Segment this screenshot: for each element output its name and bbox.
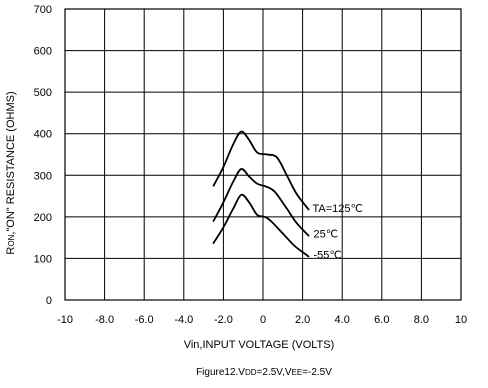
series-label-1: 25℃: [313, 229, 338, 241]
y-axis-title: RON,"ON" RESISTANCE (OHMS): [5, 91, 17, 254]
y-tick-label: 600: [34, 46, 52, 58]
series-annotations: TA=125℃ 25℃ -55℃: [313, 203, 363, 262]
x-tick-label: 8.0: [414, 314, 429, 326]
y-tick-label: 300: [34, 170, 52, 182]
x-tick-label: 2.0: [295, 314, 310, 326]
x-tick-label: 0: [260, 314, 266, 326]
series-line-2: [212, 193, 310, 258]
y-tick-label: 0: [46, 295, 52, 307]
y-tick-label: 700: [34, 4, 52, 16]
x-axis-title: Vin,INPUT VOLTAGE (VOLTS): [184, 339, 335, 351]
x-tick-label: -10: [57, 314, 73, 326]
y-tick-label: 500: [34, 87, 52, 99]
plot-frame: [64, 8, 462, 301]
y-tick-label: 400: [34, 129, 52, 141]
x-tick-label: 6.0: [374, 314, 389, 326]
x-tick-label: -6.0: [135, 314, 154, 326]
y-tick-label: 200: [34, 212, 52, 224]
y-tick-label: 100: [34, 253, 52, 265]
figure-caption: Figure12.VDD=2.5V,VEE=-2.5V: [196, 367, 332, 378]
series-line-1: [212, 168, 310, 237]
series-label-2: -55℃: [313, 249, 341, 261]
x-tick-label: -2.0: [214, 314, 233, 326]
series-label-0: TA=125℃: [313, 203, 363, 215]
series-line-0: [212, 130, 310, 211]
x-tick-label: -4.0: [174, 314, 193, 326]
x-tick-label: 10: [455, 314, 467, 326]
series-lines: [212, 130, 310, 258]
x-tick-label: -8.0: [95, 314, 114, 326]
x-tick-label: 4.0: [335, 314, 350, 326]
tick-labels: -10 -8.0 -6.0 -4.0 -2.0 0 2.0 4.0 6.0 8.0 10010020…: [34, 4, 467, 326]
